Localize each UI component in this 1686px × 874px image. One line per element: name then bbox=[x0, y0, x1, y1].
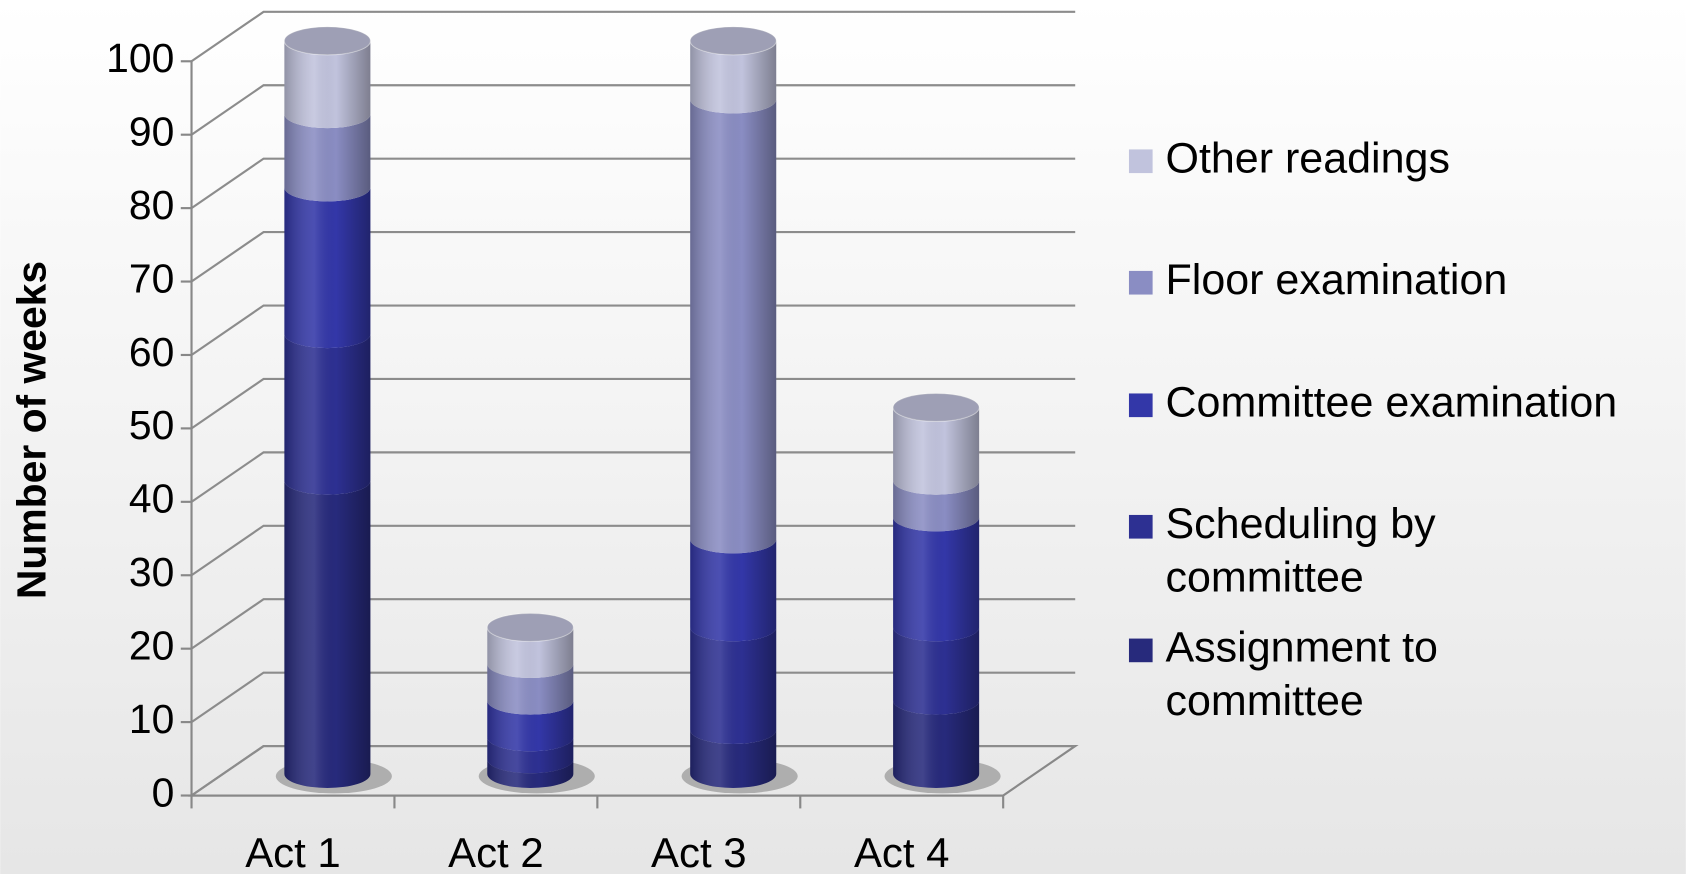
legend-label: Committee examination bbox=[1166, 379, 1618, 427]
bar-top-shade bbox=[690, 26, 777, 55]
legend-swatch bbox=[1128, 149, 1153, 174]
bar-segment bbox=[690, 539, 777, 642]
grid-line bbox=[190, 451, 1076, 503]
bar-segment bbox=[690, 730, 777, 788]
bar-segment bbox=[893, 407, 980, 495]
bar-segment bbox=[893, 627, 980, 715]
segment-shade bbox=[893, 700, 980, 788]
bar-segment bbox=[284, 334, 371, 495]
bar-segment bbox=[690, 40, 777, 114]
segment-shade bbox=[284, 334, 371, 495]
bar-segment bbox=[487, 700, 574, 752]
grid-line bbox=[190, 377, 1076, 430]
grid-line bbox=[190, 671, 1076, 723]
segment-shade bbox=[284, 480, 371, 788]
bar-segment bbox=[284, 114, 371, 202]
y-tick-label: 40 bbox=[129, 476, 174, 522]
segment-shade bbox=[487, 737, 574, 774]
bar-segment bbox=[487, 759, 574, 788]
grid-line bbox=[190, 231, 1076, 283]
y-tick-label: 70 bbox=[129, 255, 174, 301]
bar-top bbox=[892, 392, 980, 422]
bar-segment bbox=[893, 517, 980, 642]
grid-line bbox=[190, 10, 1076, 63]
segment-shade bbox=[487, 759, 574, 788]
grid-line bbox=[190, 524, 1076, 577]
segment-shade bbox=[893, 627, 980, 715]
legend-swatch bbox=[1128, 514, 1153, 539]
bar-segment bbox=[690, 99, 777, 554]
y-tick-label: 30 bbox=[129, 549, 174, 595]
segment-shade bbox=[690, 730, 777, 788]
segment-shade bbox=[284, 40, 371, 129]
bar-segment bbox=[893, 480, 980, 532]
bar-top-shade bbox=[284, 26, 371, 55]
y-tick-label: 20 bbox=[129, 622, 174, 668]
grid-line bbox=[190, 157, 1076, 210]
bar-segment bbox=[284, 40, 371, 129]
bar-segment bbox=[284, 187, 371, 349]
bar-segment bbox=[487, 737, 574, 774]
y-axis-title: Number of weeks bbox=[8, 261, 54, 599]
legend-label: Scheduling by committee bbox=[1166, 500, 1437, 602]
segment-shade bbox=[690, 539, 777, 642]
y-tick-label: 80 bbox=[129, 182, 174, 228]
grid-line bbox=[190, 84, 1076, 136]
x-tick-label: Act 2 bbox=[448, 829, 544, 874]
segment-shade bbox=[487, 664, 574, 715]
segment-shade bbox=[893, 407, 980, 495]
segment-shade bbox=[284, 187, 371, 349]
bar-top bbox=[689, 26, 777, 56]
y-tick-label: 90 bbox=[129, 108, 174, 154]
segment-shade bbox=[893, 480, 980, 532]
bar-segment bbox=[893, 700, 980, 788]
y-tick-label: 50 bbox=[129, 402, 174, 448]
legend-label: Assignment to committee bbox=[1166, 624, 1438, 726]
legend-label: Floor examination bbox=[1166, 256, 1508, 304]
segment-shade bbox=[690, 40, 777, 114]
segment-shade bbox=[690, 99, 777, 554]
grid-line bbox=[190, 744, 1076, 797]
y-tick-label: 10 bbox=[129, 696, 174, 742]
bar-segment bbox=[284, 480, 371, 788]
bar-top-shade bbox=[893, 393, 980, 422]
bar-segment bbox=[690, 627, 777, 745]
x-tick-label: Act 4 bbox=[854, 829, 950, 874]
grid-line bbox=[190, 304, 1076, 356]
grid-line bbox=[190, 598, 1076, 650]
legend-swatch bbox=[1128, 270, 1153, 295]
bar-top bbox=[283, 26, 371, 56]
segment-shade bbox=[284, 114, 371, 202]
segment-shade bbox=[487, 700, 574, 752]
x-tick-label: Act 3 bbox=[651, 829, 747, 874]
bar-top bbox=[486, 612, 574, 642]
legend-label: Other readings bbox=[1166, 135, 1450, 183]
legend-swatch bbox=[1128, 638, 1153, 663]
bar-segment bbox=[487, 664, 574, 715]
segment-shade bbox=[893, 517, 980, 642]
y-tick-label: 100 bbox=[106, 35, 174, 81]
segment-shade bbox=[690, 627, 777, 745]
x-tick-label: Act 1 bbox=[245, 829, 341, 874]
legend-swatch bbox=[1128, 393, 1153, 418]
y-tick-label: 0 bbox=[152, 769, 175, 815]
y-tick-label: 60 bbox=[129, 329, 174, 375]
bar-top-shade bbox=[487, 613, 574, 642]
